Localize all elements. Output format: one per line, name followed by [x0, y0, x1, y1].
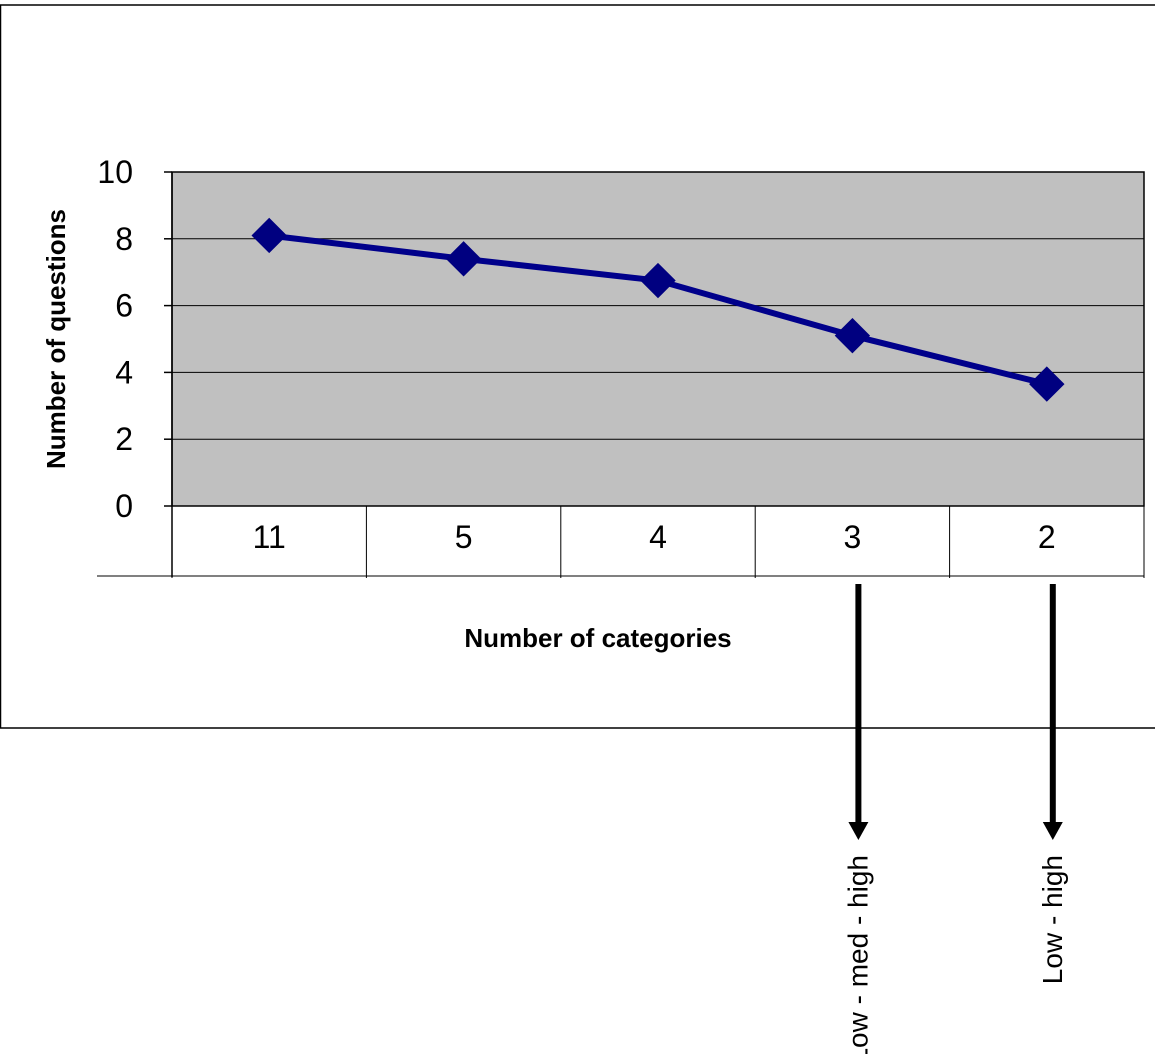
- gridlines: [172, 238, 1144, 440]
- data-point-marker: [445, 241, 482, 277]
- annotations: Low - med - high Low - high: [842, 584, 1068, 1054]
- x-tick-label: 5: [455, 519, 473, 555]
- data-point-marker: [834, 317, 871, 354]
- x-tick-label: 3: [844, 519, 862, 555]
- y-axis-title: Number of questions: [41, 209, 71, 469]
- y-tick-label: 6: [115, 288, 133, 324]
- x-tick-label: 2: [1038, 519, 1056, 555]
- annotation-label: Low - high: [1037, 855, 1068, 984]
- plot-area: [171, 171, 1145, 507]
- data-point-marker: [640, 262, 676, 299]
- annotation-label: Low - med - high: [842, 855, 873, 1054]
- y-tick-label: 8: [115, 221, 133, 257]
- data-point-marker: [251, 217, 287, 254]
- annotation-arrowhead: [1042, 822, 1063, 840]
- y-tick-label: 4: [115, 354, 133, 390]
- x-axis-title: Number of categories: [464, 623, 731, 653]
- data-point-marker: [1029, 366, 1065, 402]
- x-axis-category-table: 11 5 4 3 2: [97, 506, 1145, 578]
- series-group: [251, 217, 1065, 402]
- annotation-arrowhead: [848, 822, 869, 840]
- x-tick-label: 4: [649, 519, 667, 555]
- x-tick-label: 11: [253, 519, 286, 555]
- y-tick-label: 10: [97, 154, 133, 190]
- y-tick-label: 0: [115, 488, 133, 524]
- y-tick-label: 2: [115, 421, 133, 457]
- y-axis: 0 2 4 6 8 10: [97, 154, 173, 577]
